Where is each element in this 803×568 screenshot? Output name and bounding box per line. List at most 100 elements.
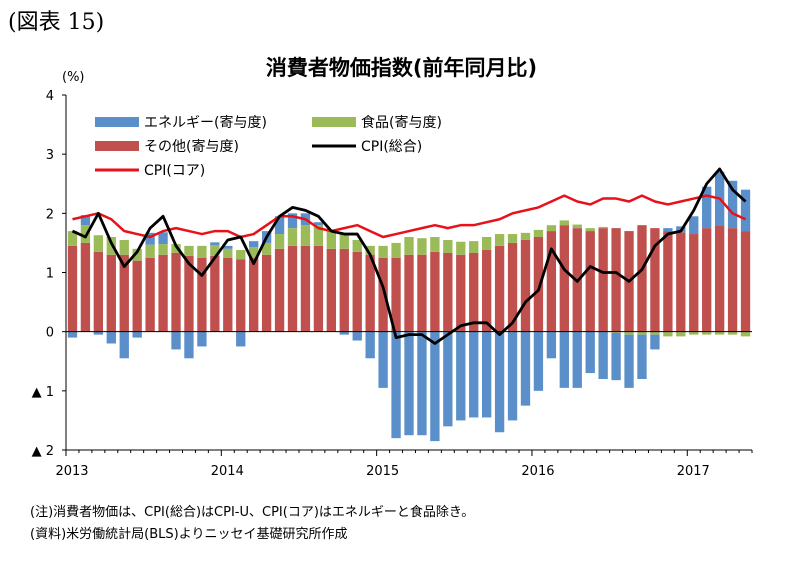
legend-swatch-food	[312, 117, 356, 127]
bar-other	[482, 250, 492, 332]
bar-food	[533, 229, 544, 237]
x-tick-label: 2016	[521, 464, 554, 479]
bar-other	[417, 254, 427, 332]
bar-food	[145, 244, 155, 258]
bar-food	[430, 237, 440, 252]
bar-other	[67, 245, 78, 332]
bar-energy	[624, 334, 634, 388]
bar-other	[689, 234, 699, 332]
bar-food	[210, 245, 220, 256]
bar-energy	[417, 331, 427, 436]
bar-energy	[611, 332, 621, 381]
bar-energy	[171, 331, 181, 350]
bar-food	[507, 234, 518, 243]
bar-energy	[378, 331, 388, 388]
bar-food	[300, 225, 311, 246]
bar-food	[223, 248, 233, 258]
bar-other	[598, 228, 608, 332]
bar-other	[313, 245, 324, 332]
bar-other	[106, 254, 116, 332]
legend-label-food: 食品(寄与度)	[361, 114, 442, 131]
bar-energy	[456, 331, 466, 421]
bar-food	[740, 331, 751, 337]
bar-other	[326, 248, 336, 332]
bar-food	[106, 237, 116, 255]
bar-energy	[740, 189, 751, 232]
bar-food	[559, 220, 569, 226]
bar-energy	[158, 232, 168, 245]
bar-other	[702, 228, 712, 332]
bar-other	[663, 231, 673, 332]
bar-energy	[637, 334, 647, 380]
bar-energy	[184, 331, 194, 359]
bar-energy	[650, 334, 660, 350]
bar-energy	[287, 213, 298, 229]
bar-energy	[236, 331, 246, 347]
note-line: (資料)米労働統計局(BLS)よりニッセイ基礎研究所作成	[30, 527, 348, 542]
bar-food	[663, 331, 673, 337]
bar-food	[378, 245, 388, 258]
bar-energy	[572, 331, 582, 388]
bar-food	[520, 232, 531, 240]
bar-other	[520, 239, 531, 332]
bar-energy	[702, 186, 712, 229]
bar-other	[714, 225, 725, 332]
bar-food	[702, 331, 712, 335]
bar-energy	[249, 241, 259, 248]
bar-food	[236, 250, 246, 260]
bar-energy	[689, 216, 699, 235]
bar-other	[352, 251, 362, 332]
bar-energy	[132, 331, 142, 338]
bar-energy	[663, 228, 673, 232]
bar-energy	[93, 331, 104, 335]
bar-energy	[598, 331, 608, 379]
bar-food	[158, 244, 168, 255]
y-tick-label: ▲ 2	[32, 444, 54, 459]
legend-swatch-energy	[95, 117, 139, 127]
bar-energy	[443, 331, 453, 427]
bar-other	[533, 237, 544, 332]
y-tick-label: 1	[46, 267, 54, 282]
bar-energy	[119, 331, 129, 359]
bar-other	[507, 242, 518, 332]
bar-food	[689, 331, 699, 335]
bar-food	[598, 226, 608, 229]
notes: (注)消費者物価は、CPI(総合)はCPI-U、CPI(コア)はエネルギーと食品…	[30, 502, 474, 546]
y-tick-label: 3	[46, 148, 54, 163]
bar-food	[585, 228, 595, 232]
bar-food	[572, 224, 582, 229]
bar-other	[171, 252, 181, 332]
bar-energy	[274, 216, 285, 235]
bar-energy	[339, 331, 349, 335]
legend-label-energy: エネルギー(寄与度)	[144, 114, 267, 131]
y-axis-unit: (%)	[62, 70, 85, 85]
bar-other	[339, 248, 349, 332]
bar-other	[585, 231, 595, 332]
bar-food	[184, 245, 194, 256]
legend-label-other: その他(寄与度)	[144, 138, 239, 155]
bar-food	[197, 245, 207, 258]
bar-food	[727, 331, 738, 335]
bar-other	[559, 225, 569, 332]
bar-other	[236, 259, 246, 332]
bar-food	[339, 234, 349, 249]
bar-energy	[585, 331, 595, 374]
bar-energy	[365, 331, 375, 359]
bar-other	[365, 254, 375, 332]
bar-other	[650, 228, 660, 332]
bar-food	[287, 228, 298, 246]
bar-energy	[559, 331, 569, 388]
bar-other	[740, 231, 751, 332]
bar-energy	[391, 331, 401, 439]
bar-food	[404, 237, 414, 255]
bar-food	[132, 248, 142, 261]
bar-food	[80, 225, 91, 243]
bar-other	[443, 252, 453, 332]
bar-food	[274, 234, 285, 249]
bar-other	[223, 257, 233, 332]
bar-other	[210, 255, 220, 332]
bar-energy	[404, 331, 414, 436]
bar-layer	[67, 171, 751, 442]
